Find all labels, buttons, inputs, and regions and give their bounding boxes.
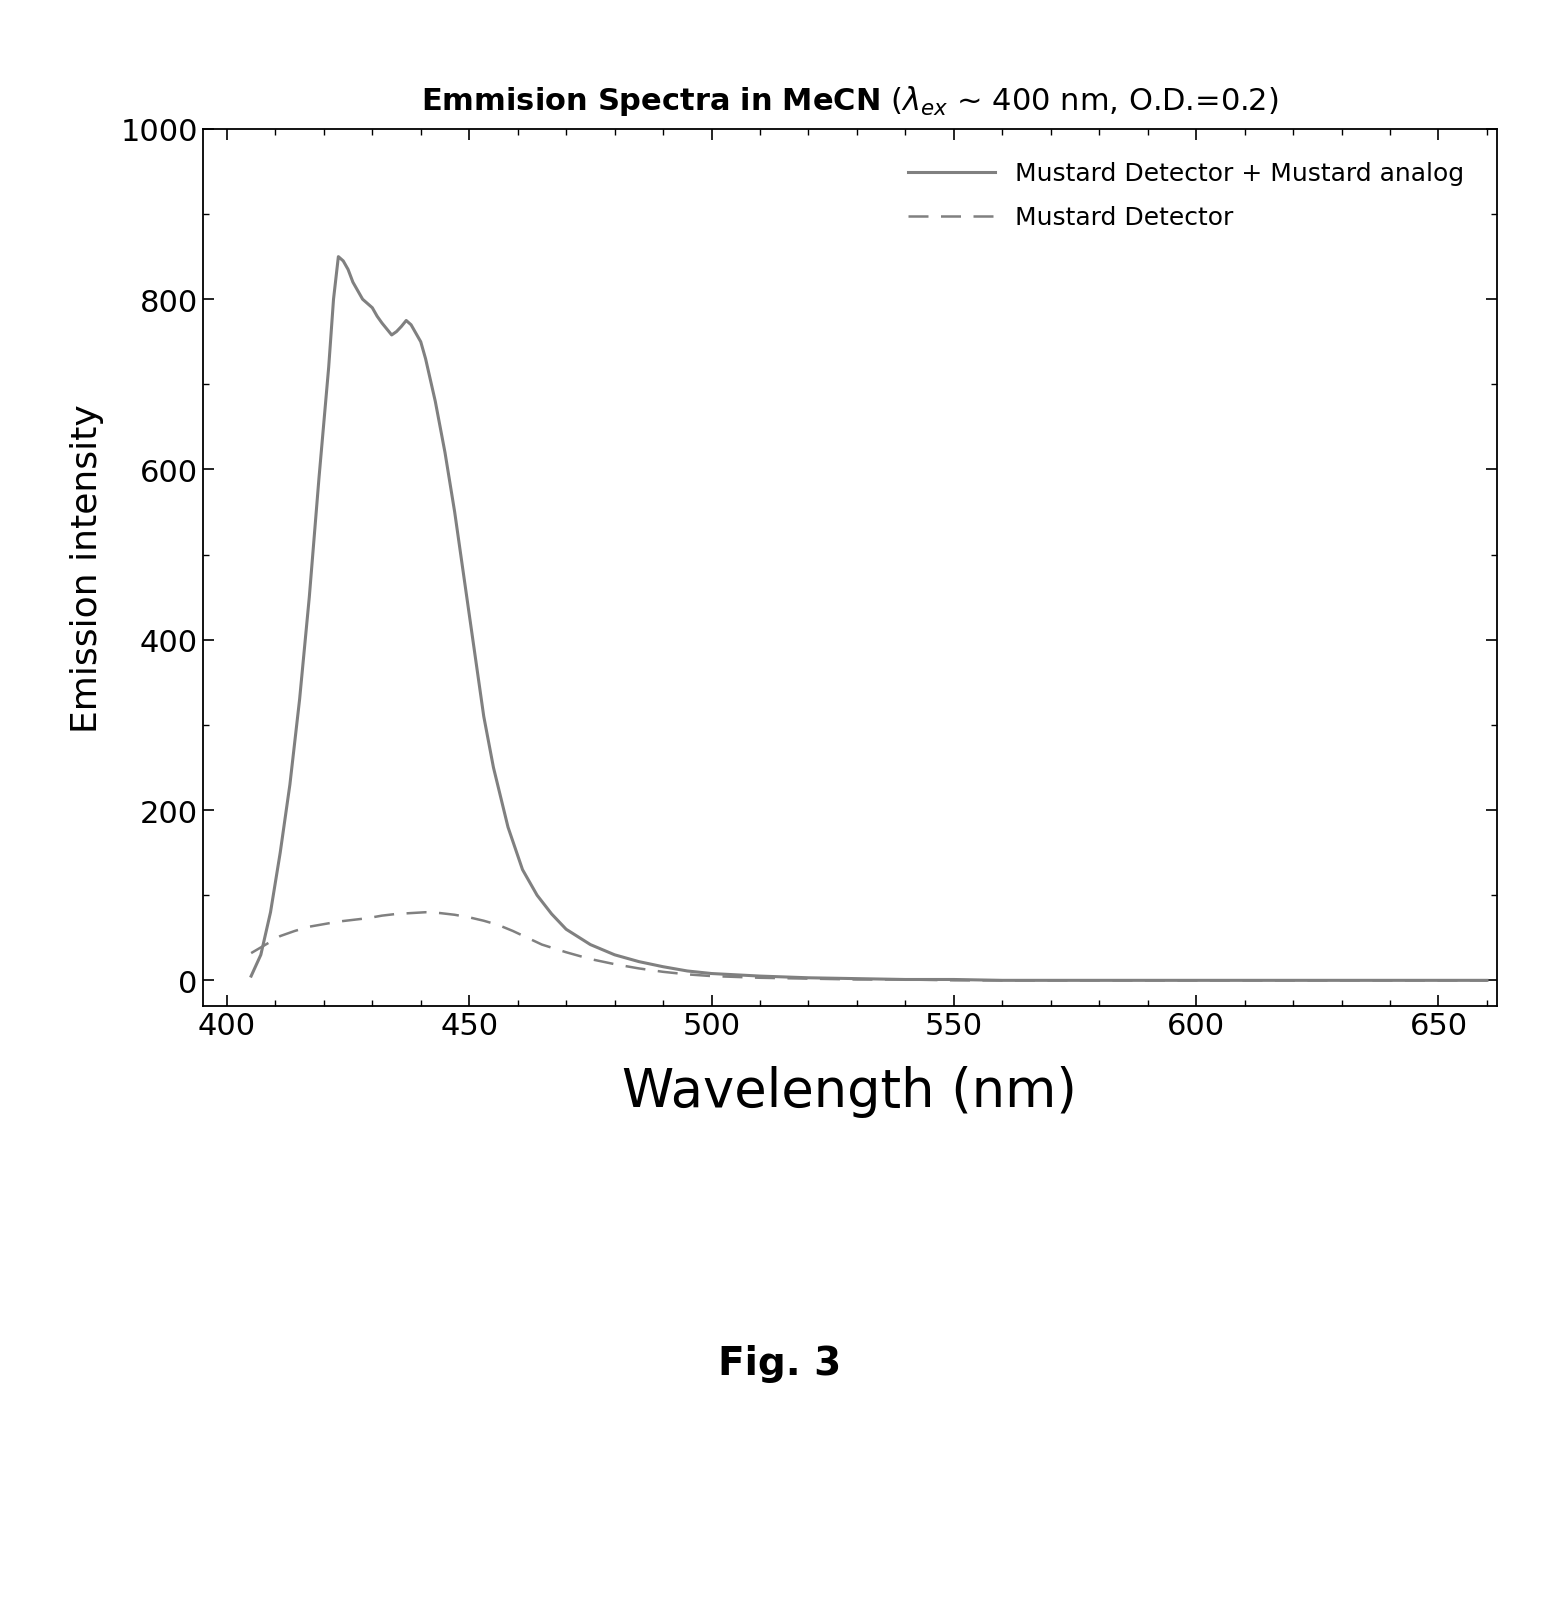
Text: Fig. 3: Fig. 3 — [717, 1344, 842, 1383]
Y-axis label: Emission intensity: Emission intensity — [70, 404, 103, 732]
Legend: Mustard Detector + Mustard analog, Mustard Detector: Mustard Detector + Mustard analog, Musta… — [887, 143, 1484, 250]
Title: $\mathbf{Emmision\ Spectra\ in\ MeCN}$ ($\lambda_{ex}$ ~ 400 nm, O.D.=0.2): $\mathbf{Emmision\ Spectra\ in\ MeCN}$ (… — [421, 84, 1278, 118]
X-axis label: Wavelength (nm): Wavelength (nm) — [622, 1065, 1077, 1117]
